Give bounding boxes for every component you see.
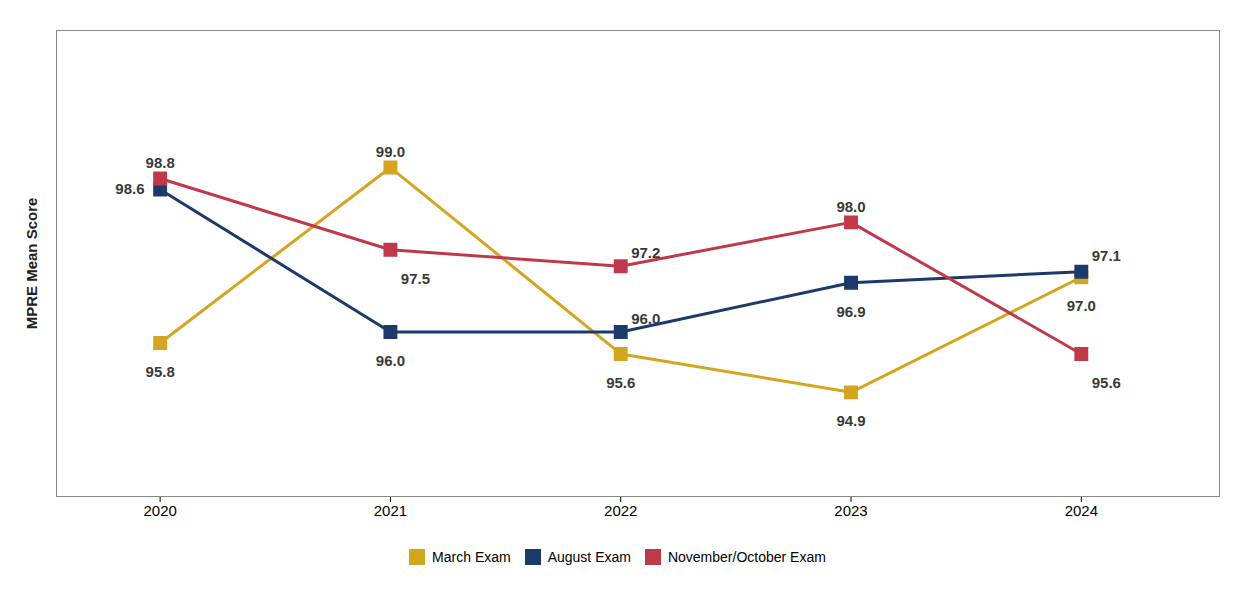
svg-text:MPRE Mean Score: MPRE Mean Score [23,198,40,330]
svg-text:97.5: 97.5 [401,270,430,287]
svg-text:2024: 2024 [1065,502,1098,519]
html-text:August Exam: August Exam [547,548,631,565]
html-text:March Exam: March Exam [432,548,511,565]
svg-text:99.0: 99.0 [376,143,405,160]
svg-text:2020: 2020 [143,502,176,519]
svg-text:2023: 2023 [834,502,867,519]
svg-text:98.8: 98.8 [146,154,175,171]
svg-text:95.8: 95.8 [146,363,175,380]
svg-text:2022: 2022 [604,502,637,519]
svg-text:96.9: 96.9 [836,303,865,320]
svg-text:95.6: 95.6 [1092,374,1121,391]
svg-text:96.0: 96.0 [376,352,405,369]
svg-text:97.2: 97.2 [631,244,660,261]
svg-text:95.6: 95.6 [606,374,635,391]
svg-text:96.0: 96.0 [631,310,660,327]
svg-text:97.1: 97.1 [1092,247,1121,264]
svg-text:2021: 2021 [374,502,407,519]
svg-text:98.6: 98.6 [115,180,144,197]
svg-text:94.9: 94.9 [836,412,865,429]
svg-text:98.0: 98.0 [836,198,865,215]
svg-text:97.0: 97.0 [1067,297,1096,314]
html-text:November/October Exam: November/October Exam [667,548,826,565]
